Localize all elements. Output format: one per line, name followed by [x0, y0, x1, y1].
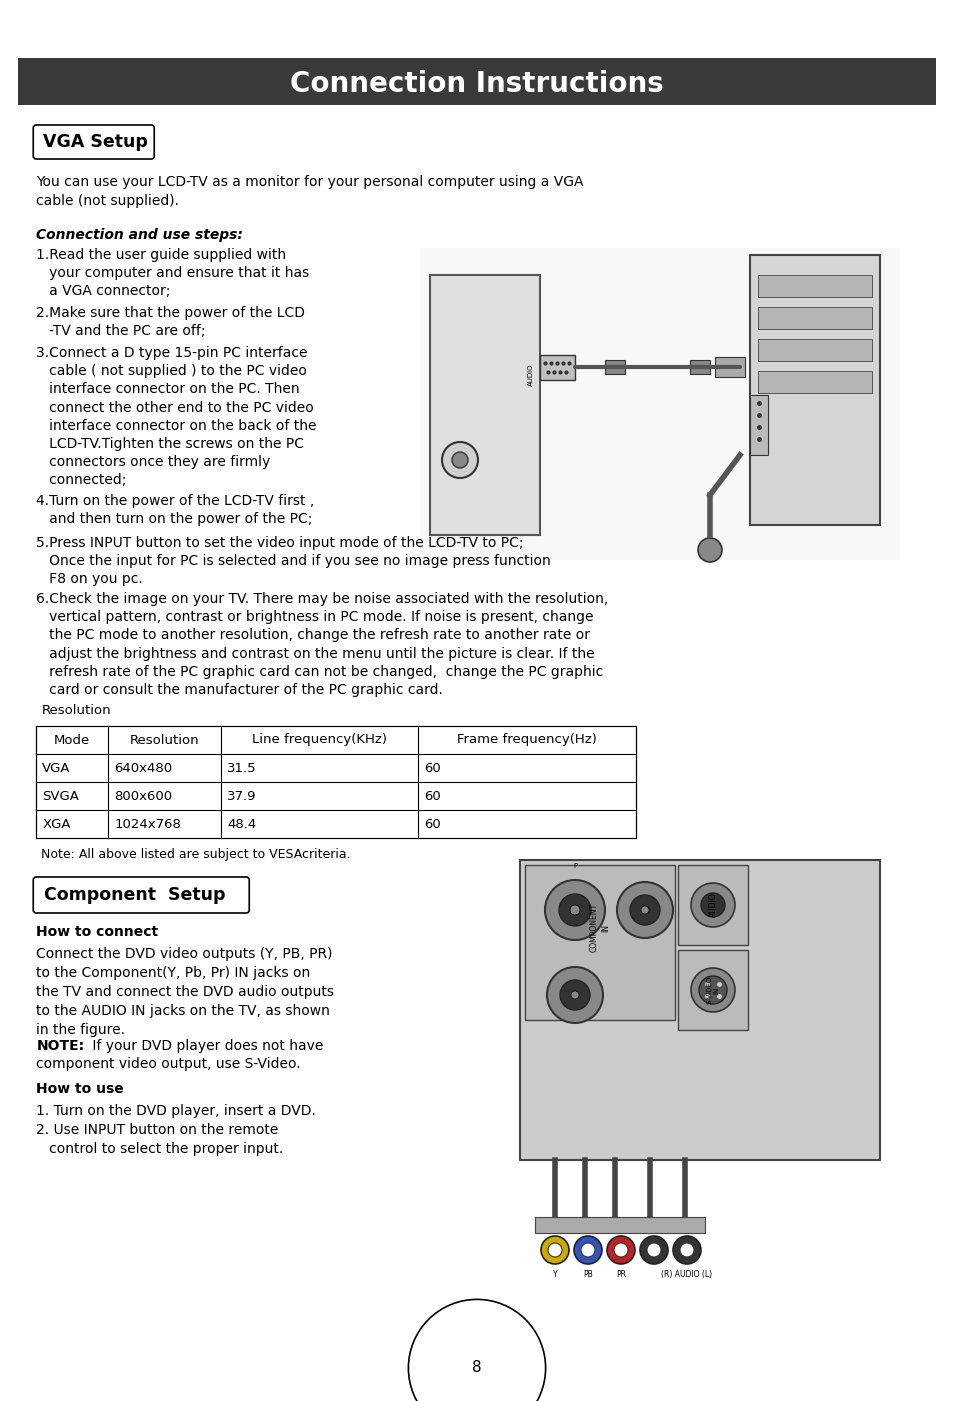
Text: Mode: Mode [54, 734, 91, 747]
Circle shape [574, 1236, 601, 1264]
Text: component video output, use S-Video.: component video output, use S-Video. [36, 1056, 300, 1070]
Text: If your DVD player does not have: If your DVD player does not have [89, 1040, 323, 1054]
Bar [36, 726, 636, 838]
Text: 3.Connect a D type 15-pin PC interface
   cable ( not supplied ) to the PC video: 3.Connect a D type 15-pin PC interface c… [36, 346, 316, 488]
Bar [419, 248, 899, 560]
Text: 4.Turn on the power of the LCD-TV first ,
   and then turn on the power of the P: 4.Turn on the power of the LCD-TV first … [36, 495, 314, 527]
Text: P: P [573, 863, 577, 869]
Bar [749, 395, 767, 455]
Circle shape [629, 895, 659, 925]
Text: 2.Make sure that the power of the LCD
   -TV and the PC are off;: 2.Make sure that the power of the LCD -T… [36, 305, 305, 338]
Text: AUDIO: AUDIO [527, 364, 534, 387]
Circle shape [698, 538, 721, 562]
Circle shape [640, 906, 648, 913]
Circle shape [672, 1236, 700, 1264]
Text: Connection and use steps:: Connection and use steps: [36, 228, 243, 242]
Text: Line frequency(KHz): Line frequency(KHz) [252, 734, 387, 747]
Circle shape [639, 1236, 667, 1264]
Circle shape [441, 441, 477, 478]
Text: Connection Instructions: Connection Instructions [290, 70, 663, 98]
Text: 8: 8 [472, 1360, 481, 1376]
Circle shape [547, 1243, 561, 1257]
Bar [539, 354, 575, 380]
Circle shape [559, 981, 589, 1010]
Bar [430, 275, 539, 535]
Text: XGA: XGA [42, 818, 71, 831]
Text: COMPONENT
IN: COMPONENT IN [589, 902, 609, 953]
Text: PB: PB [582, 1269, 592, 1279]
Bar [714, 357, 744, 377]
Text: How to connect: How to connect [36, 925, 158, 939]
Text: 1.Read the user guide supplied with
   your computer and ensure that it has
   a: 1.Read the user guide supplied with your… [36, 248, 309, 298]
Circle shape [544, 880, 604, 940]
Text: Note: All above listed are subject to VESAcriteria.: Note: All above listed are subject to VE… [41, 848, 351, 862]
Circle shape [580, 1243, 595, 1257]
Bar [758, 339, 871, 361]
Circle shape [617, 883, 672, 939]
Bar [18, 57, 935, 105]
Text: 60: 60 [424, 818, 440, 831]
Circle shape [606, 1236, 635, 1264]
Text: SVGA: SVGA [42, 790, 79, 803]
Text: You can use your LCD-TV as a monitor for your personal computer using a VGA
cabl: You can use your LCD-TV as a monitor for… [36, 175, 583, 209]
Text: 1024x768: 1024x768 [114, 818, 181, 831]
Circle shape [646, 1243, 660, 1257]
Text: (R) AUDIO (L): (R) AUDIO (L) [660, 1269, 712, 1279]
Text: 800x600: 800x600 [114, 790, 172, 803]
Bar [519, 860, 879, 1160]
Text: VGA Setup: VGA Setup [43, 133, 148, 151]
Circle shape [558, 894, 590, 926]
Bar [678, 950, 747, 1030]
Text: NOTE:: NOTE: [36, 1040, 84, 1054]
Text: 6.Check the image on your TV. There may be noise associated with the resolution,: 6.Check the image on your TV. There may … [36, 593, 608, 696]
Text: 1. Turn on the DVD player, insert a DVD.
2. Use INPUT button on the remote
   co: 1. Turn on the DVD player, insert a DVD.… [36, 1104, 315, 1156]
FancyBboxPatch shape [33, 125, 154, 158]
Circle shape [699, 976, 726, 1005]
Text: VGA: VGA [42, 762, 71, 775]
Text: Resolution: Resolution [41, 703, 111, 717]
Text: 48.4: 48.4 [227, 818, 256, 831]
Circle shape [690, 883, 734, 927]
Bar [604, 360, 624, 374]
Bar [749, 255, 879, 525]
Text: 37.9: 37.9 [227, 790, 256, 803]
Circle shape [540, 1236, 568, 1264]
Bar [758, 371, 871, 394]
Text: Resolution: Resolution [130, 734, 199, 747]
Text: How to use: How to use [36, 1082, 124, 1096]
Circle shape [546, 967, 602, 1023]
Text: 60: 60 [424, 790, 440, 803]
Text: 31.5: 31.5 [227, 762, 256, 775]
Text: Y: Y [552, 1269, 557, 1279]
Bar [535, 1217, 704, 1233]
Bar [678, 864, 747, 946]
Circle shape [700, 892, 724, 918]
Circle shape [614, 1243, 627, 1257]
Text: Connect the DVD video outputs (Y, PB, PR)
to the Component(Y, Pb, Pr) IN jacks o: Connect the DVD video outputs (Y, PB, PR… [36, 947, 334, 1037]
Bar [758, 307, 871, 329]
Text: AUDIO: AUDIO [708, 892, 717, 918]
Text: 60: 60 [424, 762, 440, 775]
Bar [524, 864, 675, 1020]
Circle shape [571, 991, 578, 999]
Circle shape [569, 905, 579, 915]
Bar [758, 275, 871, 297]
Text: S-VIDEO
IN: S-VIDEO IN [706, 976, 719, 1005]
Text: Frame frequency(Hz): Frame frequency(Hz) [456, 734, 597, 747]
Circle shape [679, 1243, 693, 1257]
Circle shape [452, 453, 468, 468]
Bar [689, 360, 709, 374]
Text: 640x480: 640x480 [114, 762, 172, 775]
Text: 5.Press INPUT button to set the video input mode of the LCD-TV to PC;
   Once th: 5.Press INPUT button to set the video in… [36, 537, 551, 587]
Circle shape [690, 968, 734, 1012]
Text: Component  Setup: Component Setup [44, 885, 226, 904]
FancyBboxPatch shape [33, 877, 249, 913]
Text: PR: PR [616, 1269, 625, 1279]
